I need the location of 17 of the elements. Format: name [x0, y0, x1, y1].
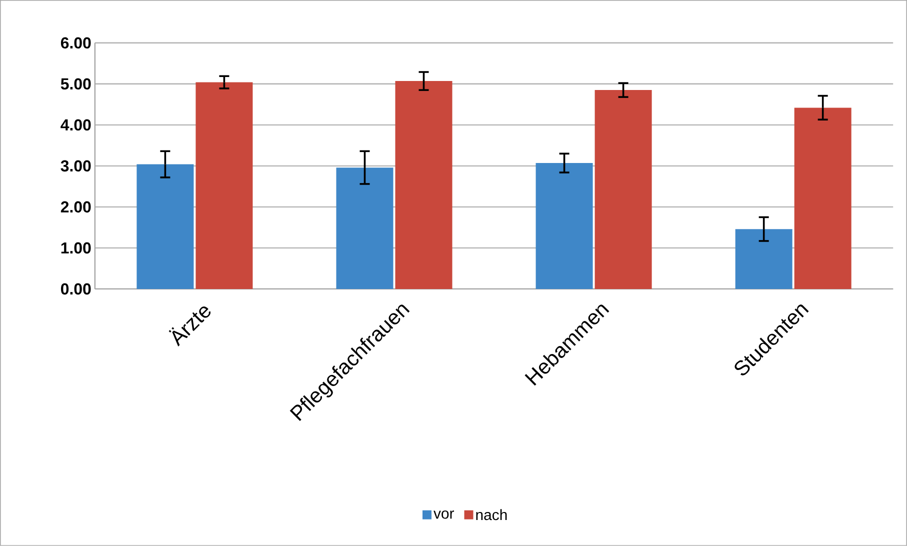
bar	[735, 229, 792, 289]
y-tick-label: 4.00	[60, 119, 91, 131]
bar	[395, 81, 452, 289]
y-tick-label: 2.00	[60, 201, 91, 213]
y-tick-label: 5.00	[60, 78, 91, 90]
bar	[196, 82, 253, 289]
bar	[594, 90, 652, 289]
legend-label: vor	[434, 510, 454, 519]
y-tick-label: 6.00	[60, 37, 91, 49]
bar	[536, 163, 593, 289]
y-tick-label: 1.00	[61, 242, 91, 254]
bar	[336, 168, 394, 289]
y-tick-label: 0.00	[61, 283, 91, 295]
bar	[794, 108, 852, 289]
legend-label: nach	[476, 509, 507, 520]
y-tick-label: 3.00	[60, 160, 91, 172]
bar	[136, 164, 194, 289]
